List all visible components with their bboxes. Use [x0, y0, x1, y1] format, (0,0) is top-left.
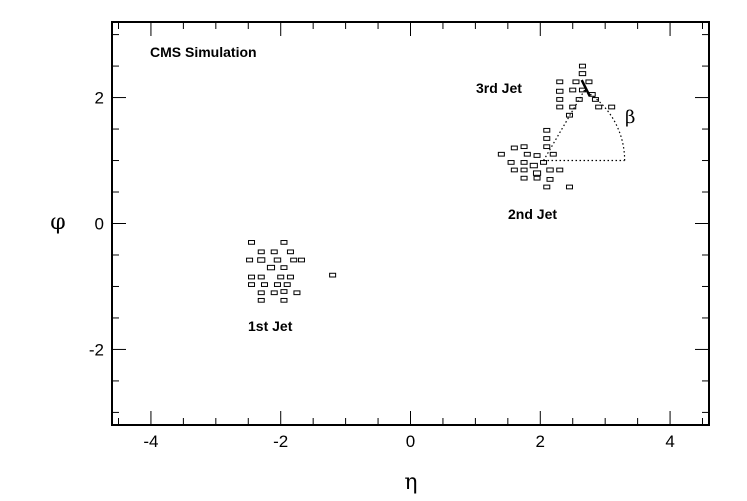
jet2-box [520, 160, 528, 165]
axis-ticks [112, 22, 709, 425]
jet2-box [546, 177, 554, 182]
jet1-box [248, 274, 256, 280]
jet3-box [556, 97, 564, 102]
jet2-box [532, 170, 542, 176]
jet3-box [578, 63, 586, 69]
jet1-box [280, 289, 288, 294]
jet2-box [556, 167, 564, 173]
jet1-box [248, 240, 256, 245]
jet1-box [248, 282, 256, 287]
beta-arc [584, 89, 626, 161]
jet2-label: 2nd Jet [508, 206, 557, 222]
jet2-box [533, 153, 541, 158]
jet2-box [529, 162, 538, 169]
jet1-label: 1st Jet [248, 318, 293, 334]
jet1-box [260, 282, 268, 287]
x-tick-label: 0 [406, 432, 415, 451]
jet1-box [270, 290, 278, 296]
jet1-box [280, 297, 288, 303]
jet2-box [549, 151, 557, 157]
jet1-box [246, 257, 254, 263]
jet3-box [608, 104, 616, 110]
jet2-box [543, 184, 551, 190]
points-layer [246, 63, 616, 303]
jet3-box [569, 87, 577, 93]
jet3-box [585, 79, 593, 85]
jet3-box [572, 79, 580, 85]
jet1-box [257, 249, 265, 255]
jet1-box [283, 282, 291, 287]
jet3-box [578, 71, 587, 77]
beta-construction [543, 79, 626, 162]
jet1-box [290, 257, 298, 263]
jet3-label: 3rd Jet [476, 80, 522, 96]
jet3-box [595, 104, 603, 110]
jet2-box [510, 167, 518, 173]
jet3-box [578, 87, 586, 93]
jet1-box [329, 272, 337, 278]
y-tick-label: -2 [89, 340, 104, 359]
jet1-box [257, 274, 265, 280]
beta-label: β [625, 107, 635, 128]
jet2-box [543, 127, 551, 133]
jet2-box [510, 145, 518, 151]
jet3-box [556, 79, 564, 85]
jet2-box [565, 184, 573, 190]
jet1-box [270, 249, 278, 255]
jet3-box [575, 97, 583, 102]
jet1-box [286, 274, 294, 280]
x-tick-label: -2 [273, 432, 288, 451]
jet3-box [556, 88, 564, 94]
jet1-box [280, 240, 288, 245]
jet3-box [569, 104, 577, 110]
jet1-box [273, 282, 281, 287]
plot-frame [111, 21, 710, 426]
jet2-box [546, 167, 554, 173]
x-tick-label: -4 [143, 432, 158, 451]
jet1-box [273, 257, 282, 263]
jet1-box [297, 257, 305, 263]
jet1-box [280, 265, 288, 270]
jet3-axis-marker [580, 79, 591, 97]
jet1-box [293, 290, 301, 296]
jet1-box [286, 249, 294, 255]
x-axis-label: η [404, 470, 417, 495]
cms-simulation-label: CMS Simulation [150, 44, 257, 60]
jet2-box [520, 144, 528, 150]
jet2-box [497, 151, 505, 157]
x-tick-label: 2 [536, 432, 545, 451]
jet2-box [507, 160, 515, 165]
jet2-box [523, 151, 531, 157]
plot-border [111, 21, 710, 426]
jet1-box [277, 274, 285, 280]
jet2-box [533, 175, 541, 181]
x-tick-label: 4 [665, 432, 674, 451]
jet1-box [257, 297, 265, 303]
jet2-box [520, 175, 528, 181]
jet2-box [543, 144, 551, 150]
jet1-box [257, 290, 265, 296]
jet2-box [520, 167, 528, 173]
y-tick-label: 0 [95, 215, 104, 234]
jet3-box [556, 104, 564, 110]
jet1-box [266, 264, 276, 271]
y-axis-label: φ [50, 210, 65, 235]
tick-labels: -4 -2 0 2 4 -2 0 2 [89, 89, 675, 451]
y-tick-label: 2 [95, 89, 104, 108]
jet1-box [257, 257, 266, 263]
jet2-box [543, 136, 551, 141]
jet3-box [591, 97, 599, 102]
